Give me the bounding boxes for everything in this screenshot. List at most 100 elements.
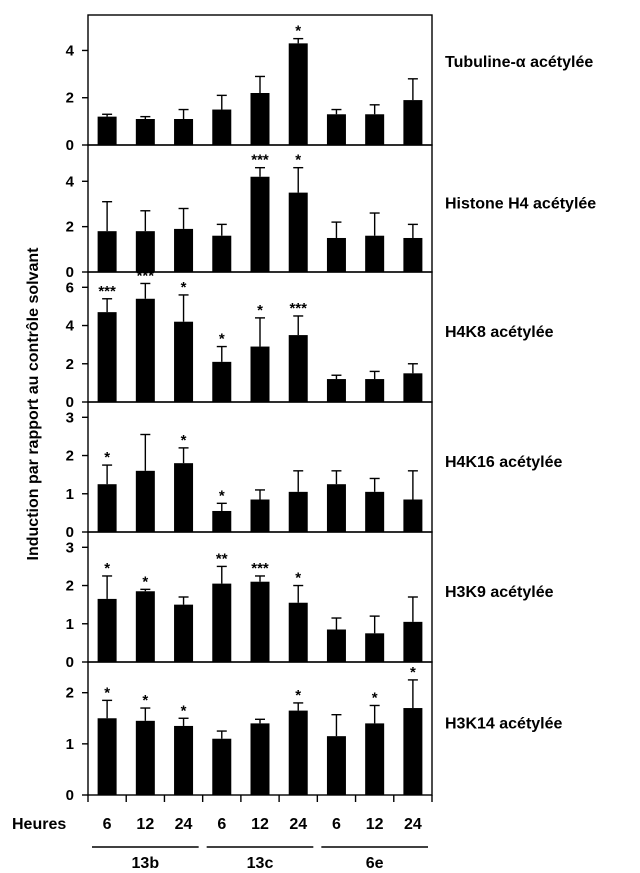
x-tick-label: 12 bbox=[251, 816, 269, 833]
significance-marker: * bbox=[181, 279, 187, 296]
panel-1: 0 2 4 * Tubuline-α acétylée bbox=[66, 14, 593, 154]
y-tick-label: 0 bbox=[66, 787, 74, 804]
x-tick-label: 12 bbox=[366, 816, 384, 833]
group-label: 6e bbox=[366, 855, 384, 872]
significance-marker: * bbox=[257, 302, 263, 319]
group-label: 13c bbox=[247, 855, 274, 872]
bar bbox=[365, 723, 385, 795]
significance-marker: * bbox=[181, 432, 187, 449]
y-tick-label: 2 bbox=[66, 219, 74, 236]
bar bbox=[326, 237, 346, 272]
bar bbox=[250, 723, 270, 795]
significance-marker: *** bbox=[98, 283, 116, 300]
y-tick-label: 0 bbox=[66, 654, 74, 671]
bar bbox=[403, 100, 423, 145]
significance-marker: * bbox=[104, 449, 110, 466]
y-tick-label: 0 bbox=[66, 394, 74, 411]
panel-2: 024*** *Histone H4 acétylée bbox=[66, 144, 596, 281]
bar bbox=[97, 718, 117, 795]
y-tick-label: 2 bbox=[66, 90, 74, 107]
bar bbox=[212, 583, 232, 662]
y-tick-label: 2 bbox=[66, 578, 74, 595]
y-tick-label: 2 bbox=[66, 685, 74, 702]
panel-6: 0 1 2 * * * * * * H3K14 acétylée bbox=[66, 661, 563, 804]
bar bbox=[403, 621, 423, 662]
bar bbox=[403, 373, 423, 402]
x-tick-label: 12 bbox=[136, 816, 154, 833]
y-tick-label: 0 bbox=[66, 137, 74, 154]
bar bbox=[288, 43, 308, 146]
bar bbox=[174, 725, 194, 795]
y-tick-label: 2 bbox=[66, 448, 74, 465]
bar bbox=[403, 708, 423, 795]
significance-marker: * bbox=[410, 664, 416, 681]
bar bbox=[174, 463, 194, 532]
bar bbox=[135, 470, 155, 532]
bar bbox=[97, 231, 117, 272]
y-tick-label: 0 bbox=[66, 264, 74, 281]
bar bbox=[326, 629, 346, 662]
bar bbox=[212, 361, 232, 402]
significance-marker: ** bbox=[216, 550, 228, 567]
significance-marker: *** bbox=[137, 267, 155, 284]
x-tick-label: 24 bbox=[404, 816, 422, 833]
y-tick-label: 6 bbox=[66, 279, 74, 296]
bar bbox=[212, 510, 232, 532]
bar bbox=[365, 633, 385, 662]
bar bbox=[135, 298, 155, 402]
significance-marker: * bbox=[104, 560, 110, 577]
y-axis-title: Induction par rapport au contrôle solvan… bbox=[25, 247, 42, 561]
group-label: 13b bbox=[132, 855, 160, 872]
panel-4: 0 1 2 3 * * * H4K16 acétylée bbox=[66, 401, 563, 541]
significance-marker: *** bbox=[251, 152, 269, 169]
y-tick-label: 4 bbox=[66, 173, 75, 190]
y-tick-label: 4 bbox=[66, 42, 75, 59]
bar bbox=[288, 710, 308, 795]
bar bbox=[326, 379, 346, 402]
bar bbox=[403, 499, 423, 532]
bar bbox=[135, 231, 155, 272]
y-tick-label: 3 bbox=[66, 409, 74, 426]
x-tick-label: 24 bbox=[175, 816, 193, 833]
significance-marker: *** bbox=[289, 300, 307, 317]
bar bbox=[288, 192, 308, 272]
bar bbox=[250, 499, 270, 532]
bar bbox=[174, 119, 194, 145]
bar bbox=[288, 335, 308, 402]
x-tick-label: 6 bbox=[103, 816, 112, 833]
panel-title: Histone H4 acétylée bbox=[445, 196, 596, 213]
y-tick-label: 3 bbox=[66, 539, 74, 556]
significance-marker: * bbox=[142, 692, 148, 709]
bar bbox=[212, 109, 232, 145]
panel-title: H3K14 acétylée bbox=[445, 716, 563, 733]
bar bbox=[97, 116, 117, 145]
panel-title: H4K16 acétylée bbox=[445, 454, 563, 471]
bar bbox=[365, 379, 385, 402]
significance-marker: * bbox=[104, 684, 110, 701]
significance-marker: * bbox=[219, 331, 225, 348]
bar bbox=[250, 176, 270, 272]
bar bbox=[174, 321, 194, 402]
bar bbox=[326, 114, 346, 145]
significance-marker: * bbox=[295, 570, 301, 587]
bar bbox=[250, 346, 270, 402]
significance-marker: * bbox=[181, 702, 187, 719]
bar bbox=[365, 114, 385, 145]
y-tick-label: 4 bbox=[66, 318, 75, 335]
bar bbox=[212, 235, 232, 272]
significance-marker: * bbox=[295, 152, 301, 169]
significance-marker: * bbox=[142, 573, 148, 590]
y-tick-label: 1 bbox=[66, 736, 74, 753]
x-tick-label: 6 bbox=[332, 816, 341, 833]
x-tick-label: 24 bbox=[289, 816, 307, 833]
panel-title: H3K9 acétylée bbox=[445, 584, 554, 601]
panel-title: H4K8 acétylée bbox=[445, 324, 554, 341]
x-axis-title: Heures bbox=[12, 816, 66, 833]
bar bbox=[174, 604, 194, 662]
bar bbox=[174, 228, 194, 272]
bar bbox=[97, 484, 117, 532]
x-axis-group: 6 12 24 6 12 24 6 12 24 13b 13c 6e bbox=[87, 795, 433, 872]
